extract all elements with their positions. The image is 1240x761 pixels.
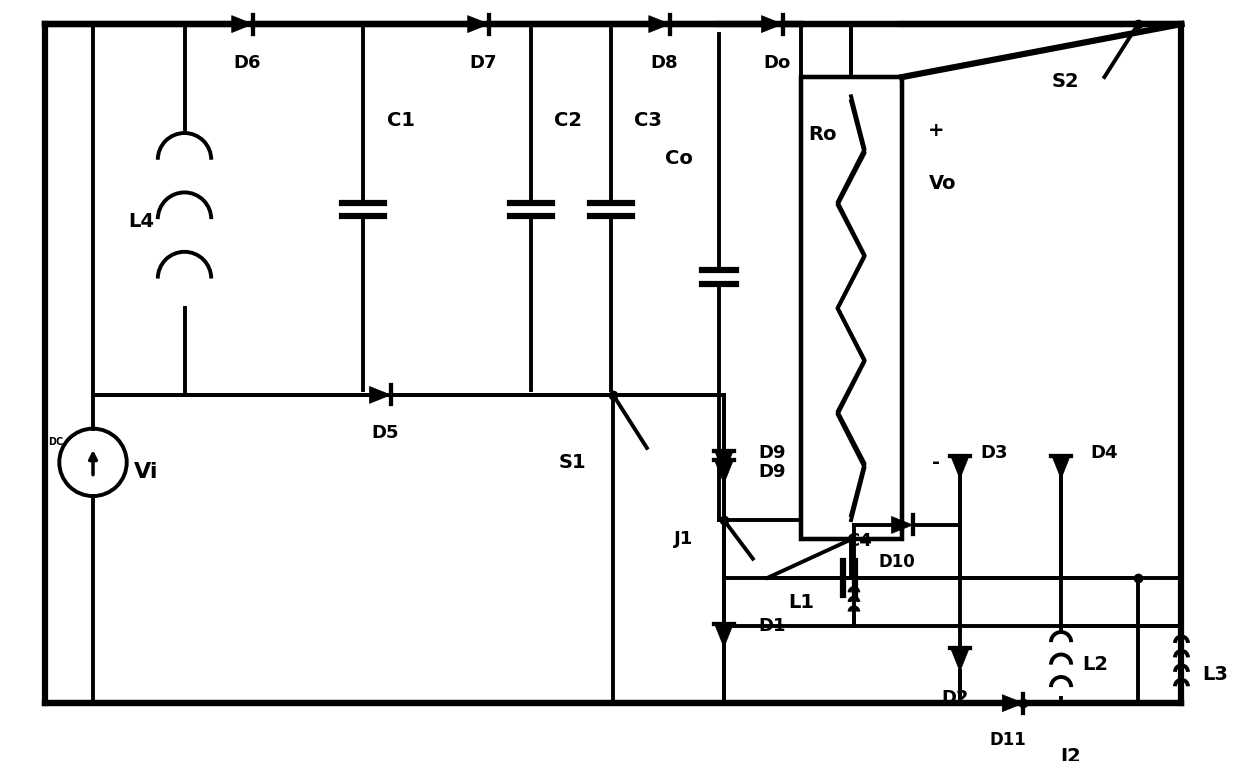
- Polygon shape: [951, 456, 970, 479]
- Text: Do: Do: [764, 53, 791, 72]
- Text: S1: S1: [559, 453, 587, 472]
- Polygon shape: [232, 16, 253, 33]
- Text: D9: D9: [759, 444, 786, 462]
- Polygon shape: [1052, 456, 1070, 479]
- Text: C2: C2: [554, 111, 582, 130]
- Text: J2: J2: [1060, 747, 1081, 761]
- Text: -: -: [931, 453, 940, 472]
- Text: D11: D11: [990, 731, 1027, 749]
- Text: D4: D4: [1091, 444, 1118, 462]
- Text: D10: D10: [879, 552, 915, 571]
- Text: C3: C3: [634, 111, 662, 130]
- Text: D5: D5: [371, 425, 398, 442]
- Text: L2: L2: [1081, 655, 1107, 674]
- Text: C4: C4: [846, 533, 872, 550]
- Polygon shape: [467, 16, 489, 33]
- Text: L4: L4: [128, 212, 154, 231]
- Polygon shape: [761, 16, 782, 33]
- Text: Vi: Vi: [134, 462, 159, 482]
- Polygon shape: [892, 517, 913, 533]
- Text: Vo: Vo: [929, 174, 956, 193]
- Polygon shape: [714, 451, 733, 474]
- Text: DC: DC: [48, 437, 63, 447]
- Text: Co: Co: [665, 149, 693, 168]
- Text: D9: D9: [759, 463, 786, 481]
- Polygon shape: [370, 387, 391, 403]
- Text: D1: D1: [759, 617, 786, 635]
- Text: D8: D8: [651, 53, 678, 72]
- Text: D2: D2: [941, 689, 968, 707]
- Polygon shape: [714, 460, 733, 483]
- Text: D3: D3: [980, 444, 1007, 462]
- Polygon shape: [649, 16, 670, 33]
- Text: L3: L3: [1203, 665, 1228, 684]
- Polygon shape: [951, 648, 970, 671]
- Text: S2: S2: [1052, 72, 1080, 91]
- Text: Ro: Ro: [808, 126, 837, 145]
- Text: +: +: [928, 120, 944, 139]
- Text: L1: L1: [787, 593, 813, 612]
- Text: D6: D6: [233, 53, 260, 72]
- Text: J1: J1: [673, 530, 693, 549]
- Polygon shape: [714, 624, 733, 648]
- Polygon shape: [1002, 695, 1023, 712]
- Text: C1: C1: [387, 111, 415, 130]
- Text: D7: D7: [470, 53, 497, 72]
